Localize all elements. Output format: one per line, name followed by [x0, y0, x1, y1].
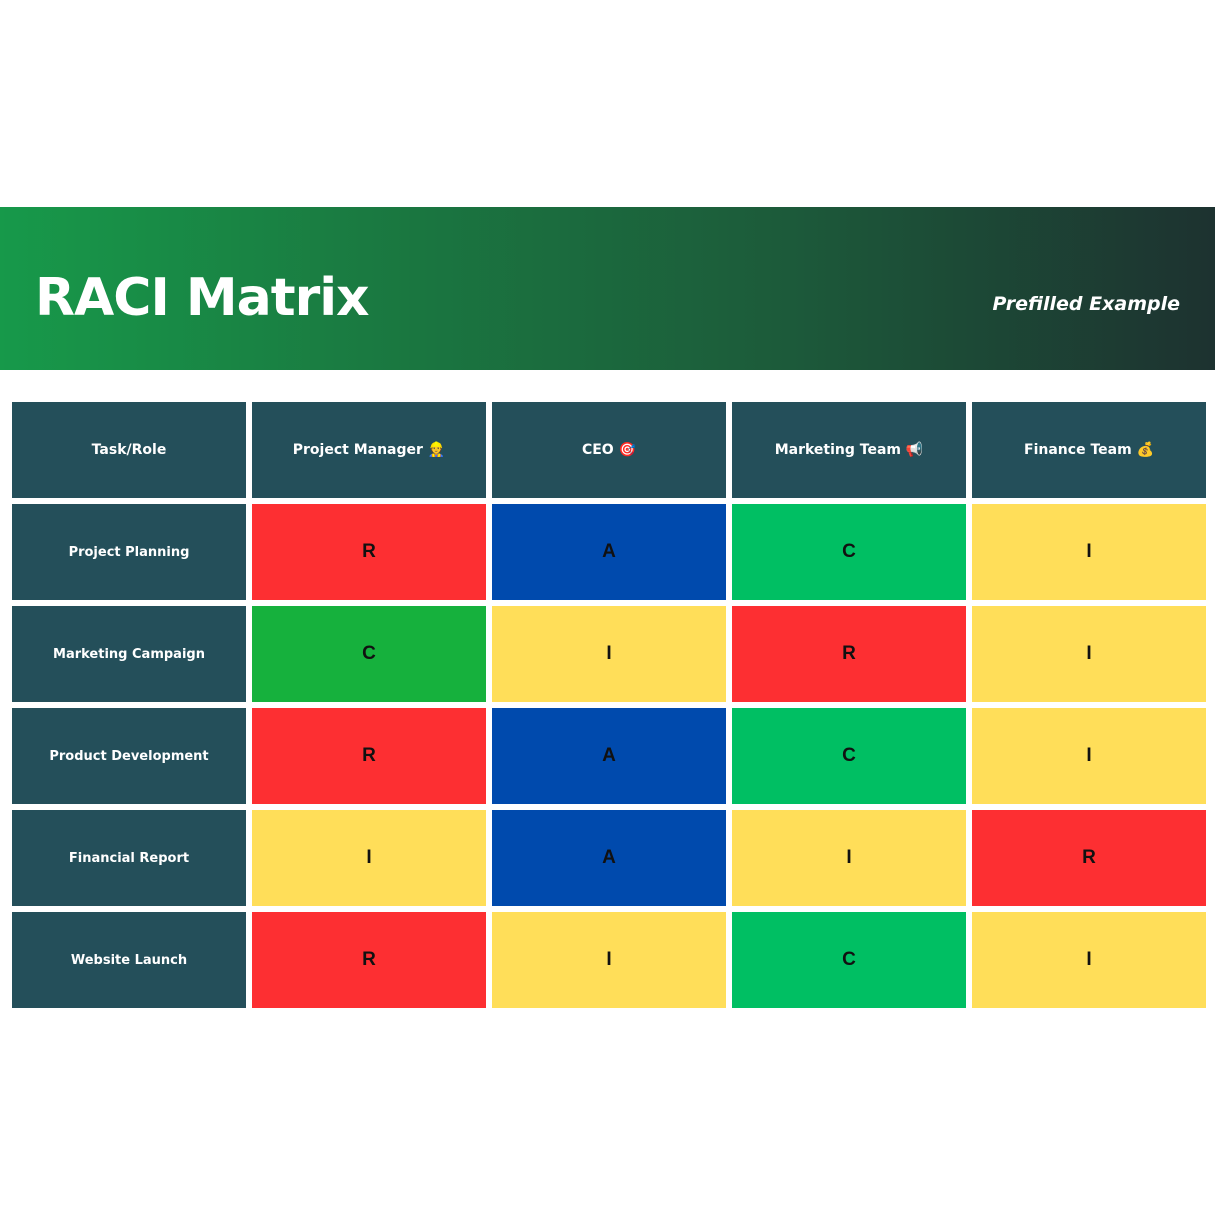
title-banner [0, 207, 1215, 370]
raci-cell: A [492, 810, 726, 906]
raci-cell: C [732, 708, 966, 804]
raci-cell: I [492, 912, 726, 1008]
raci-cell: R [972, 810, 1206, 906]
role-header-ceo: CEO 🎯 [492, 402, 726, 498]
raci-cell: R [252, 912, 486, 1008]
raci-cell: R [732, 606, 966, 702]
raci-cell: I [492, 606, 726, 702]
task-label-marketing-campaign: Marketing Campaign [12, 606, 246, 702]
raci-cell: A [492, 708, 726, 804]
raci-cell: I [972, 708, 1206, 804]
page-title: RACI Matrix [35, 268, 370, 328]
role-header-finance-team: Finance Team 💰 [972, 402, 1206, 498]
raci-cell: I [732, 810, 966, 906]
task-label-website-launch: Website Launch [12, 912, 246, 1008]
task-label-financial-report: Financial Report [12, 810, 246, 906]
task-label-product-development: Product Development [12, 708, 246, 804]
raci-cell: A [492, 504, 726, 600]
task-label-project-planning: Project Planning [12, 504, 246, 600]
raci-cell: R [252, 708, 486, 804]
raci-cell: C [732, 912, 966, 1008]
raci-cell: I [972, 912, 1206, 1008]
raci-cell: R [252, 504, 486, 600]
raci-matrix: Task/Role Project Manager 👷 CEO 🎯 Market… [12, 402, 1206, 1008]
raci-cell: I [972, 504, 1206, 600]
raci-cell: I [252, 810, 486, 906]
raci-cell: C [252, 606, 486, 702]
page-subtitle: Prefilled Example [992, 293, 1180, 315]
role-header-marketing-team: Marketing Team 📢 [732, 402, 966, 498]
raci-cell: C [732, 504, 966, 600]
raci-cell: I [972, 606, 1206, 702]
corner-header: Task/Role [12, 402, 246, 498]
role-header-project-manager: Project Manager 👷 [252, 402, 486, 498]
